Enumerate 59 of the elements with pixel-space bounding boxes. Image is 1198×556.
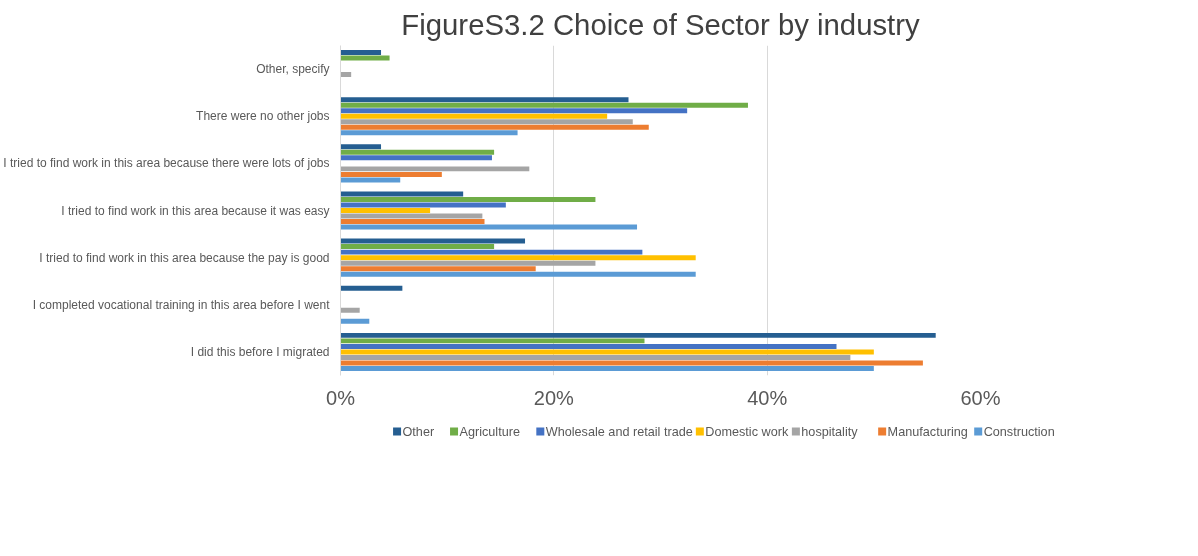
bar (340, 255, 696, 261)
bar (340, 260, 596, 266)
bar (340, 108, 688, 114)
y-tick-label: I completed vocational training in this area before I went (32, 297, 331, 312)
bar (340, 266, 536, 272)
bar (340, 354, 851, 360)
bar (340, 124, 649, 130)
bar (340, 360, 923, 366)
bar (340, 50, 382, 55)
chart-title: FigureS3.2 Choice of Sector by industry (401, 7, 921, 41)
bar (340, 213, 483, 219)
legend-label: Other (402, 424, 435, 439)
bar (340, 102, 748, 108)
bar (340, 119, 633, 125)
bar (340, 72, 352, 78)
bar (340, 166, 530, 172)
bar (340, 238, 526, 244)
bar (340, 318, 370, 324)
legend-label: hospitality (801, 424, 859, 439)
bar (340, 343, 837, 349)
bar (340, 224, 638, 230)
bar (340, 130, 518, 136)
bar (340, 97, 629, 103)
bar (340, 271, 696, 277)
y-tick-label: Other, specify (256, 62, 330, 77)
y-tick-label: I tried to find work in this area because the pay is good (39, 250, 330, 265)
y-tick-label: I tried to find work in this area because it was easy (61, 203, 330, 218)
x-tick-label: 40% (747, 386, 788, 409)
bar (340, 307, 360, 313)
x-tick-label: 20% (533, 386, 575, 409)
y-tick-label: I did this before I migrated (190, 344, 330, 359)
bar (340, 202, 506, 208)
bar (340, 338, 645, 344)
bar (340, 349, 874, 355)
bar (340, 177, 401, 183)
legend-label: Manufacturing (887, 424, 968, 439)
bar (340, 366, 874, 371)
bar (340, 332, 936, 338)
bar (340, 155, 492, 161)
legend-label: Agriculture (459, 424, 520, 439)
bar (340, 244, 495, 250)
bar (340, 249, 643, 255)
bar (340, 196, 596, 202)
legend-label: Domestic work (705, 424, 789, 439)
legend-label: Construction (983, 424, 1055, 439)
bar (340, 113, 608, 119)
bar (340, 144, 382, 150)
bar (340, 191, 464, 197)
bar (340, 219, 485, 225)
y-tick-label: There were no other jobs (196, 109, 330, 124)
y-tick-label: I tried to find work in this area because there were lots of jobs (3, 156, 330, 171)
bar (340, 55, 390, 61)
x-tick-label: 0% (326, 386, 356, 409)
bar (340, 285, 403, 291)
bar (340, 208, 431, 213)
bar (340, 171, 442, 177)
legend-label: Wholesale and retail trade (545, 424, 693, 439)
x-tick-label: 60% (960, 386, 1001, 409)
bar (340, 149, 495, 155)
